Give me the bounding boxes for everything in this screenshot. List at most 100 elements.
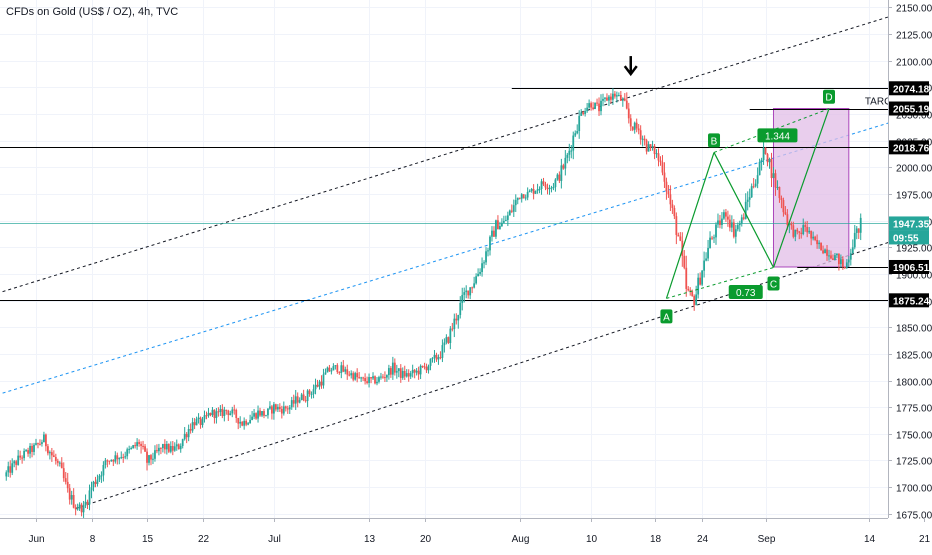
candle-body (167, 443, 170, 452)
candle-body (853, 232, 856, 248)
candle-body (812, 236, 815, 239)
candle-body (23, 450, 26, 459)
candle-body (613, 93, 616, 97)
candle-body (570, 150, 573, 152)
candle-body (728, 219, 731, 228)
candle-body (84, 501, 87, 506)
candle-body (806, 226, 809, 233)
candle-body (306, 390, 309, 401)
candle-body (239, 421, 242, 424)
candle-body (346, 369, 349, 375)
candle-body (19, 455, 22, 458)
candle-body (675, 216, 678, 235)
candle-body (600, 100, 602, 112)
candle-body (520, 194, 523, 199)
candle-body (86, 501, 89, 505)
candle-body (780, 198, 783, 201)
candle-body (211, 409, 214, 416)
candle-body (707, 247, 709, 259)
candle-body (368, 377, 370, 383)
pattern-point-d: D (825, 93, 832, 104)
candle-body (459, 302, 462, 315)
candle-body (205, 415, 208, 417)
candle-body (280, 408, 283, 414)
chart-title: CFDs on Gold (US$ / OZ), 4h, TVC (6, 6, 179, 18)
candle-body (92, 481, 95, 488)
candle-body (447, 337, 450, 344)
candles-layer (5, 88, 862, 518)
candle-body (788, 223, 791, 225)
candle-body (493, 230, 495, 237)
candle-body (653, 145, 656, 154)
pattern-point-b-box (708, 133, 721, 148)
candle-body (344, 369, 347, 372)
candle-body (463, 292, 466, 295)
candle-body (453, 318, 456, 330)
candle-body (441, 345, 444, 358)
price-tick-label: 1975.00 (896, 191, 932, 202)
candle-body (606, 97, 608, 101)
price-tick-label: 1675.00 (896, 511, 932, 522)
candle-body (723, 212, 725, 219)
candle-body (683, 255, 686, 268)
candle-body (746, 199, 749, 202)
price-tick-label: 2100.00 (896, 58, 932, 69)
candle-body (181, 439, 184, 446)
candle-body (310, 393, 313, 395)
level-price-label-tag (889, 140, 929, 155)
candle-body (126, 449, 129, 457)
candle-body (370, 377, 372, 379)
candle-body (851, 247, 854, 254)
candle-body (199, 417, 202, 426)
candle-body (621, 98, 624, 101)
price-tick-label: 1900.00 (896, 271, 932, 282)
candle-body (328, 367, 331, 372)
candle-body (326, 367, 329, 373)
candle-body (443, 342, 446, 346)
candle-body (778, 186, 781, 199)
candle-body (13, 461, 16, 464)
level-price-label: 1906.51 (893, 263, 930, 274)
candle-body (804, 225, 807, 227)
candle-body (395, 371, 398, 373)
candle-body (548, 188, 551, 190)
candle-body (855, 228, 858, 233)
candle-body (247, 423, 250, 425)
candle-body (134, 445, 137, 447)
price-tick-label: 1725.00 (896, 457, 932, 468)
candle-body (673, 207, 676, 217)
candle-body (193, 422, 196, 426)
candle-body (736, 225, 739, 230)
candle-body (233, 409, 236, 411)
candle-body (237, 418, 240, 424)
candle-body (625, 100, 628, 109)
pattern-leg-bc (713, 152, 775, 268)
candle-body (358, 377, 361, 379)
candle-body (403, 371, 406, 377)
candle-body (104, 460, 107, 465)
candle-body (173, 446, 176, 451)
candle-body (197, 417, 200, 420)
candle-body (274, 404, 277, 410)
candle-body (540, 181, 543, 189)
candle-body (96, 479, 99, 485)
candle-body (338, 372, 341, 374)
candle-body (742, 217, 745, 219)
candle-body (604, 97, 606, 99)
candle-body (219, 408, 222, 412)
candle-body (276, 406, 279, 410)
candle-body (332, 366, 335, 371)
candle-body (251, 416, 253, 420)
candle-body (320, 381, 323, 386)
candle-body (80, 504, 83, 513)
candle-body (530, 189, 533, 191)
candle-body (754, 183, 757, 187)
candle-body (661, 162, 664, 173)
pattern-ratio-line-ac (666, 267, 774, 299)
candle-body (314, 384, 317, 390)
pattern-point-c-box (767, 276, 780, 291)
candle-body (665, 181, 668, 192)
candle-body (161, 443, 164, 449)
